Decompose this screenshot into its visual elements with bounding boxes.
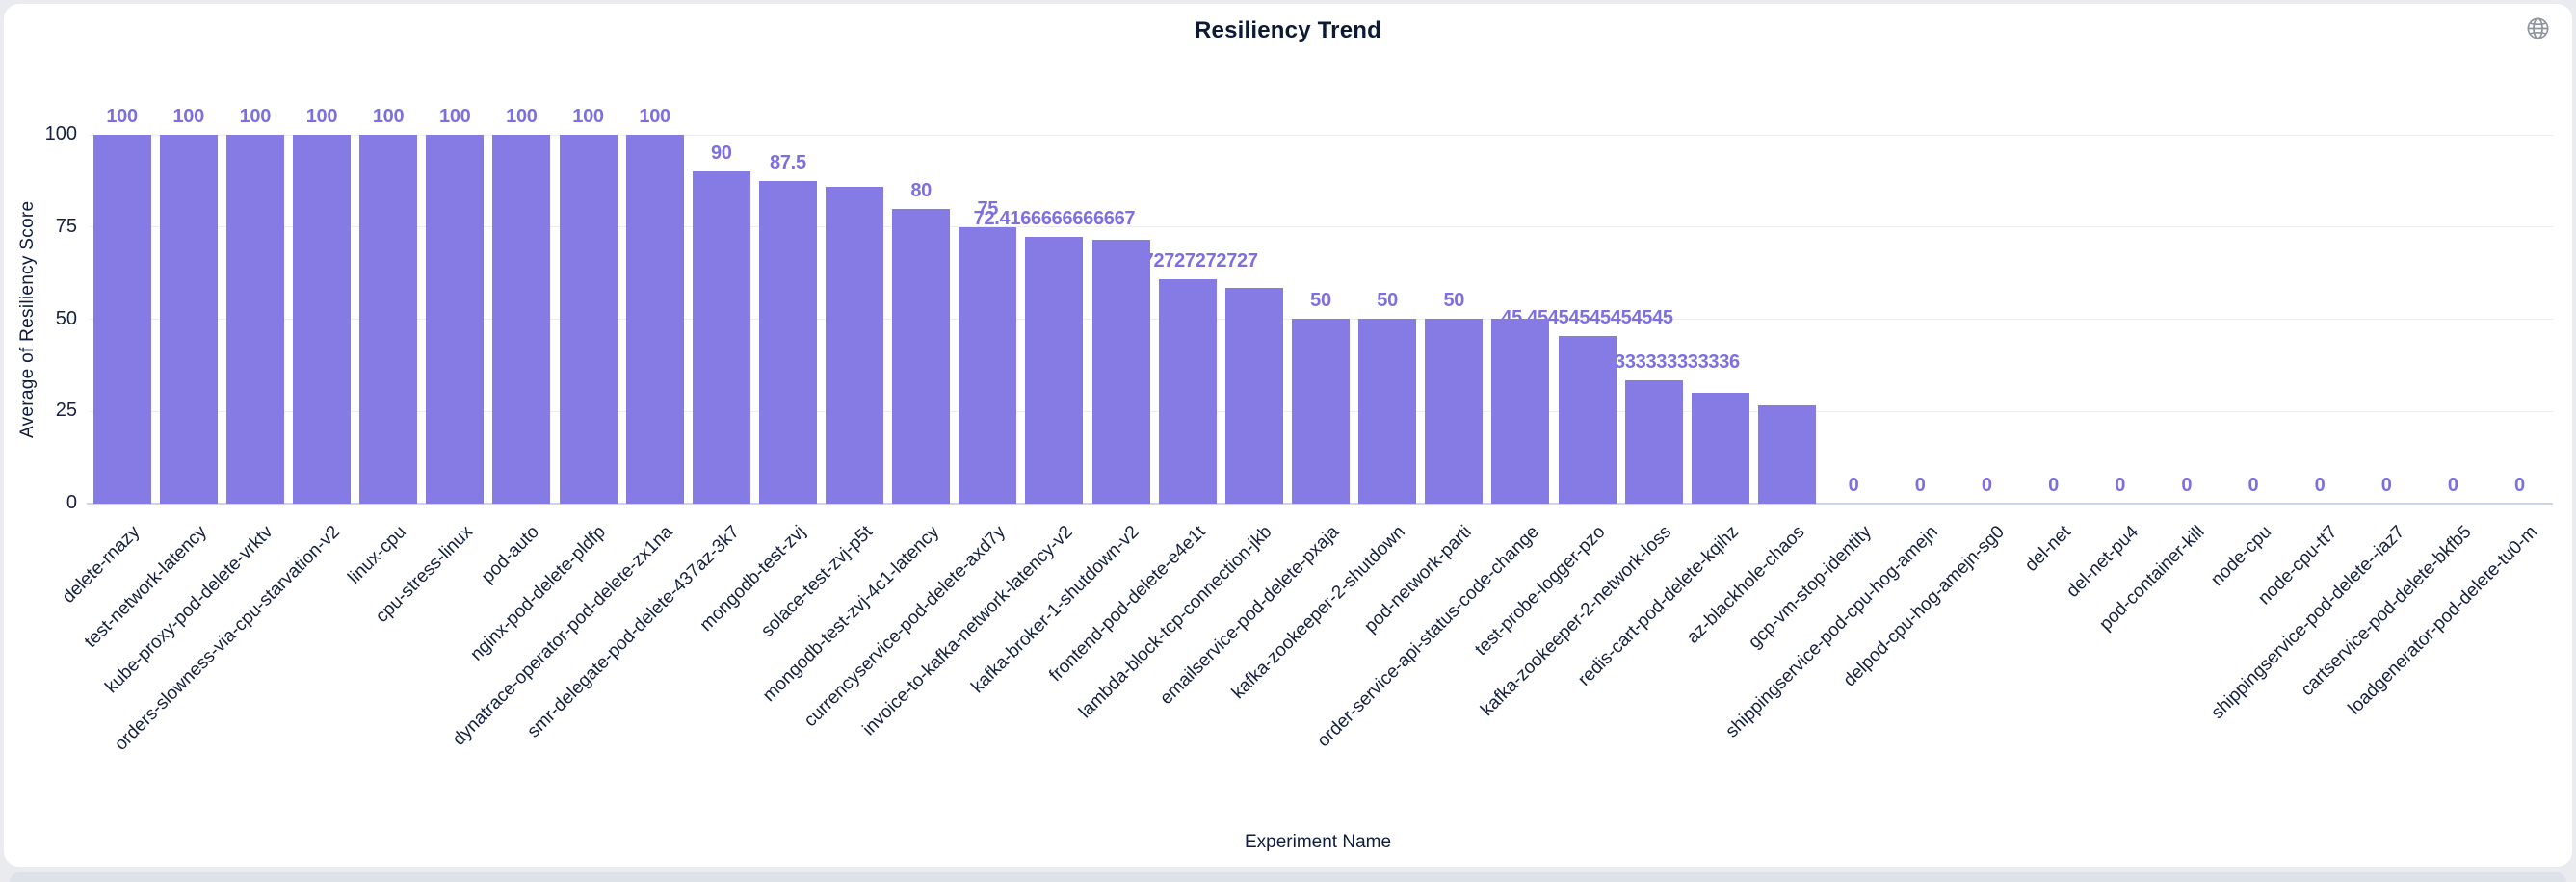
- bar-value-label: 0: [2181, 475, 2193, 496]
- bar[interactable]: [159, 135, 218, 504]
- bar-value-label: 100: [106, 106, 138, 127]
- bar-value-label: 100: [305, 106, 338, 127]
- bar[interactable]: [426, 135, 485, 504]
- bar-value-label: 0: [2314, 475, 2326, 496]
- bar-value-label: 60.72727272727: [1117, 250, 1258, 272]
- bar[interactable]: [625, 135, 684, 504]
- x-tick-label: az-blackhole-chaos: [1683, 522, 1809, 648]
- bar-value-label: 100: [506, 106, 538, 127]
- bar-value-label: 0: [2514, 475, 2525, 496]
- chart-title: Resiliency Trend: [1195, 17, 1381, 43]
- bar-value-label: 90: [710, 143, 732, 164]
- gridline: [89, 134, 2553, 136]
- bar[interactable]: [1757, 405, 1816, 504]
- bar-value-label: 75: [977, 198, 999, 220]
- bar[interactable]: [959, 227, 1017, 504]
- next-card-top-edge: [10, 872, 2566, 882]
- x-axis-line: [87, 503, 2553, 505]
- bar-value-label: 0: [2380, 475, 2392, 496]
- bar[interactable]: [1624, 380, 1683, 504]
- bar-value-label: 87.5: [770, 152, 806, 173]
- x-tick-label: del-net: [2021, 522, 2076, 576]
- bar[interactable]: [692, 171, 750, 504]
- bar-value-label: 72.4166666666667: [973, 208, 1136, 229]
- bar[interactable]: [359, 135, 418, 504]
- bar[interactable]: [1358, 319, 1417, 504]
- x-tick-label: solace-test-zvj-p5t: [757, 522, 877, 641]
- x-tick-label: gcp-vm-stop-identity: [1745, 522, 1876, 653]
- x-tick-label: test-network-latency: [80, 522, 211, 653]
- bar-value-label: 100: [239, 106, 272, 127]
- bar-value-label: 0: [1848, 475, 1859, 496]
- bar-value-label: 0: [2447, 475, 2458, 496]
- bar[interactable]: [758, 181, 817, 504]
- bar-value-label: 0: [1981, 475, 1992, 496]
- x-tick-label: linux-cpu: [344, 522, 410, 588]
- y-tick-label: 50: [55, 307, 77, 329]
- bar-value-label: 0: [2115, 475, 2126, 496]
- bar-value-label: 0: [1914, 475, 1926, 496]
- bar-value-label: 0: [2247, 475, 2259, 496]
- y-tick-label: 75: [55, 215, 77, 237]
- bar[interactable]: [826, 187, 884, 504]
- bar-value-label: 80: [910, 180, 933, 201]
- y-tick-label: 25: [55, 400, 77, 422]
- bar[interactable]: [1491, 319, 1550, 504]
- bar-value-label: 100: [572, 106, 604, 127]
- bar[interactable]: [1224, 288, 1283, 504]
- bar-value-label: 100: [172, 106, 204, 127]
- bar-value-label: 100: [372, 106, 405, 127]
- bar[interactable]: [1558, 336, 1617, 504]
- bar[interactable]: [892, 209, 951, 504]
- x-tick-label: test-probe-logger-pzo: [1471, 522, 1610, 661]
- bar[interactable]: [292, 135, 351, 504]
- bar[interactable]: [92, 135, 151, 504]
- bar-value-label: 100: [639, 106, 670, 127]
- bar[interactable]: [1425, 319, 1484, 504]
- globe-icon[interactable]: [2525, 15, 2551, 41]
- bar-value-label: 50: [1310, 290, 1331, 311]
- bar[interactable]: [1691, 393, 1749, 504]
- bar[interactable]: [1292, 319, 1350, 504]
- x-tick-label: node-cpu: [2206, 522, 2275, 590]
- bar[interactable]: [559, 135, 618, 504]
- bar[interactable]: [1158, 279, 1217, 504]
- chart-card: Resiliency Trend Average of Resiliency S…: [4, 4, 2572, 867]
- bar[interactable]: [225, 135, 284, 504]
- y-tick-label: 0: [66, 492, 77, 513]
- bar-value-label: 0: [2048, 475, 2059, 496]
- bar-value-label: 50: [1377, 290, 1398, 311]
- bar[interactable]: [1091, 240, 1150, 504]
- bar[interactable]: [492, 135, 551, 504]
- x-axis-title: Experiment Name: [1244, 832, 1392, 852]
- bar-value-label: 50: [1443, 290, 1465, 311]
- bar-value-label: 100: [438, 106, 471, 127]
- y-tick-label: 100: [44, 123, 77, 144]
- gridline: [89, 226, 2553, 228]
- x-tick-label: pod-auto: [478, 522, 544, 587]
- bar[interactable]: [1025, 237, 1084, 504]
